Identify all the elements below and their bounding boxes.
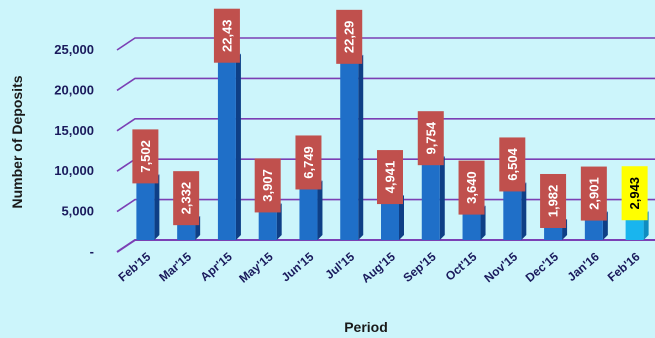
- bar-side: [154, 174, 160, 240]
- bar-front: [625, 216, 644, 240]
- bar: [340, 54, 364, 240]
- y-tick-label: 20,000: [54, 82, 94, 97]
- bar-side: [317, 180, 323, 240]
- bar-front: [258, 208, 277, 240]
- bar-front: [462, 210, 481, 240]
- bar-side: [276, 203, 282, 240]
- bar: [421, 156, 445, 240]
- x-tick-label: Aug'15: [359, 249, 399, 285]
- data-label: 22,29: [336, 9, 363, 64]
- bar: [136, 174, 160, 240]
- data-label-box: [132, 129, 159, 184]
- bar-front: [299, 185, 318, 240]
- data-label-box: [254, 158, 281, 213]
- x-axis-title: Period: [344, 319, 388, 335]
- y-tick-label: 10,000: [54, 163, 94, 178]
- data-label: 2,332: [173, 171, 200, 226]
- data-label-box: [336, 9, 363, 64]
- data-label: 3,907: [254, 158, 281, 213]
- data-label: 9,754: [417, 111, 444, 166]
- bar-front: [421, 161, 440, 240]
- data-label-text: 2,901: [586, 177, 601, 210]
- data-label-box: [417, 111, 444, 166]
- data-label-box: [621, 166, 648, 221]
- data-label-text: 1,982: [546, 185, 561, 218]
- y-axis-ticks: - 5,000 10,000 15,000 20,000 25,000: [54, 42, 94, 259]
- data-label-box: [580, 166, 607, 221]
- data-label: 1,982: [540, 173, 567, 228]
- bar-side: [358, 54, 364, 240]
- data-label-text: 22,29: [342, 21, 357, 54]
- bar-front: [544, 223, 563, 240]
- data-label: 2,901: [580, 166, 607, 221]
- bar-side: [235, 53, 241, 240]
- data-label-box: [295, 135, 322, 190]
- x-tick-label: May'15: [236, 249, 276, 285]
- data-label: 4,941: [377, 150, 403, 205]
- bar-front: [503, 187, 522, 240]
- bar-front: [217, 58, 236, 240]
- x-tick-label: Jul'15: [322, 249, 357, 281]
- bar-side: [399, 195, 404, 240]
- gridline: [116, 37, 655, 51]
- data-label: 6,749: [295, 135, 322, 190]
- x-axis-ticks: Feb'15 Mar'15 Apr'15 May'15 Jun'15 Jul'15 Aug'…: [116, 249, 643, 285]
- data-label-text: 6,749: [301, 146, 316, 179]
- x-tick-label: Mar'15: [156, 249, 194, 284]
- data-label-text: 2,943: [627, 177, 642, 210]
- data-label-text: 3,640: [464, 171, 479, 204]
- bar-side: [521, 182, 527, 240]
- x-tick-label: Feb'15: [116, 249, 154, 284]
- data-label-box: [540, 173, 567, 228]
- data-labels: 7,502 2,332 22,43 3,907 6,749 22,29 4,941 9,754…: [132, 8, 648, 228]
- y-tick-label: 15,000: [54, 123, 94, 138]
- data-label-box: [458, 160, 485, 215]
- bar-front: [136, 179, 155, 240]
- data-label: 22,43: [213, 8, 240, 63]
- data-label-box: [213, 8, 240, 63]
- data-label-text: 2,332: [179, 182, 194, 215]
- data-label: 2,943: [621, 166, 648, 221]
- data-label: 6,504: [499, 137, 526, 192]
- data-label: 3,640: [458, 160, 485, 215]
- gridline: [116, 239, 655, 253]
- x-tick-label: Sep'15: [400, 249, 439, 284]
- data-label-box: [499, 137, 526, 192]
- bars: [136, 53, 649, 240]
- y-axis-title: Number of Deposits: [9, 75, 25, 208]
- x-tick-label: Jun'15: [279, 249, 317, 284]
- y-tick-label: 25,000: [54, 42, 94, 57]
- bar-front: [381, 200, 399, 240]
- x-tick-label: Jan'16: [565, 249, 602, 284]
- x-tick-label: Nov'15: [481, 249, 520, 285]
- bar-front: [584, 216, 603, 240]
- bar: [217, 53, 241, 240]
- data-label-text: 22,43: [219, 19, 234, 52]
- bar-side: [439, 156, 445, 240]
- data-label: 7,502: [132, 129, 159, 184]
- y-tick-label: 5,000: [61, 204, 94, 219]
- data-label-text: 6,504: [505, 147, 520, 180]
- data-label-text: 4,941: [383, 161, 398, 194]
- bar-front: [177, 221, 196, 240]
- data-label-box: [173, 171, 200, 226]
- x-tick-label: Dec'15: [523, 249, 562, 284]
- y-tick-label: -: [90, 244, 94, 259]
- x-tick-label: Apr'15: [198, 249, 235, 284]
- gridline: [116, 77, 655, 92]
- data-label-box: [377, 150, 403, 205]
- data-label-text: 3,907: [260, 169, 275, 202]
- data-label-text: 9,754: [423, 121, 438, 154]
- data-label-text: 7,502: [138, 140, 153, 173]
- x-tick-label: Feb'16: [605, 249, 643, 284]
- x-tick-label: Oct'15: [443, 249, 480, 283]
- gridline: [116, 118, 655, 132]
- bar-front: [340, 59, 359, 240]
